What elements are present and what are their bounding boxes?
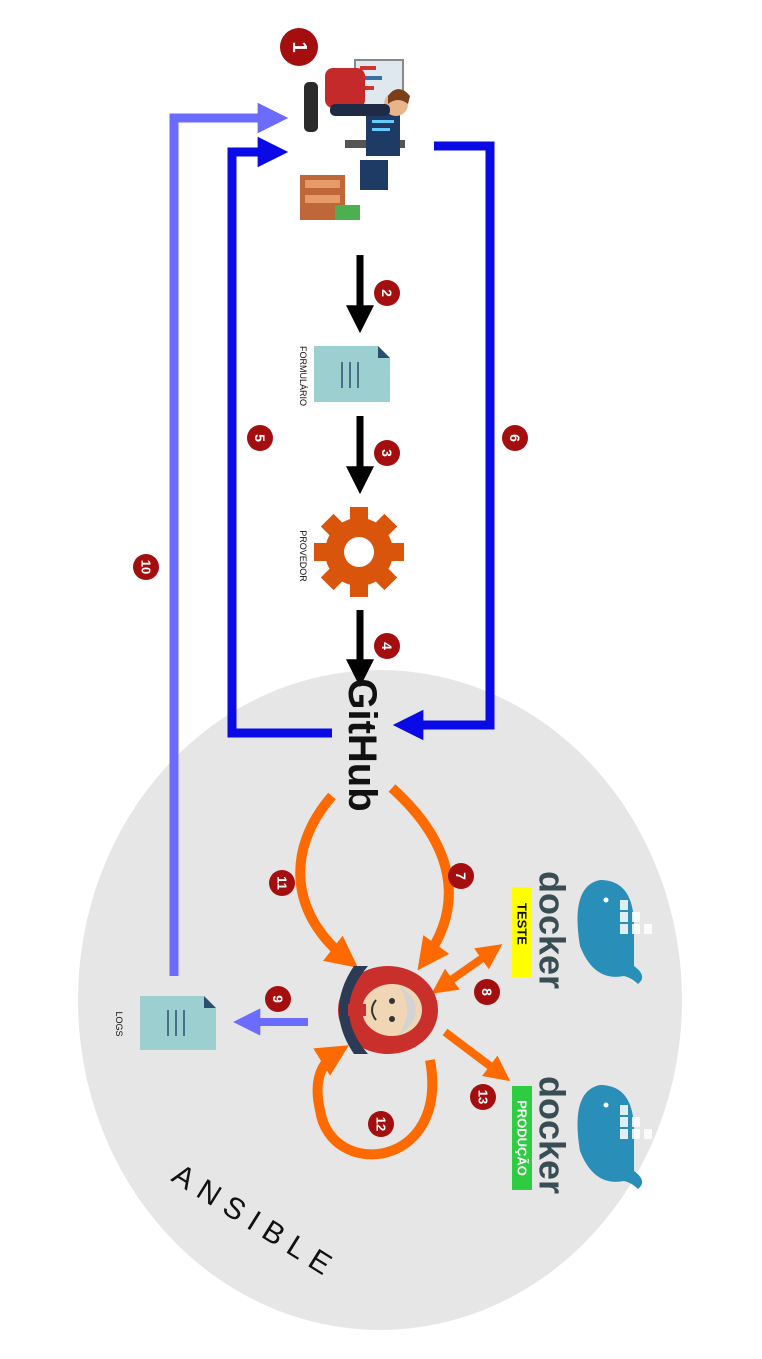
step-8-badge: 8 [474, 979, 500, 1005]
arrow-12 [312, 1045, 438, 1160]
step-13-badge: 13 [470, 1084, 496, 1110]
jenkins-icon [338, 966, 438, 1054]
step-11-badge: 11 [269, 870, 295, 896]
formulario-label: FORMULÁRIO [298, 346, 308, 406]
step-5-label: 5 [252, 434, 268, 442]
docker-producao: docker PRODUÇÃO [512, 1076, 652, 1194]
step-2-badge: 2 [374, 280, 400, 306]
step-9-label: 9 [270, 995, 286, 1003]
producao-tag-bg [512, 1086, 532, 1190]
step-4-badge: 4 [374, 633, 400, 659]
step-12-label: 12 [374, 1117, 389, 1131]
step-3-badge: 3 [374, 440, 400, 466]
step-1-badge: 1 [280, 28, 318, 66]
provedor-label: PROVEDOR [298, 530, 308, 582]
logs-document-icon [140, 996, 216, 1050]
docker-producao-wordmark: docker [532, 1076, 573, 1194]
teste-tag-bg [512, 887, 532, 977]
docker-teste: docker TESTE [512, 871, 652, 989]
step-1-label: 1 [288, 41, 310, 52]
step-10-label: 10 [139, 560, 154, 574]
logs-label: LOGS [114, 1011, 124, 1036]
arrow-11 [295, 792, 359, 968]
teste-tag: TESTE [515, 903, 530, 945]
gear-icon [314, 507, 404, 597]
docker-whale-icon [577, 880, 652, 984]
developer-desk-icon [300, 58, 418, 226]
step-9-badge: 9 [265, 986, 291, 1012]
formulario-document-icon [314, 346, 390, 402]
arrow-13 [442, 1028, 511, 1082]
producao-tag: PRODUÇÃO [515, 1100, 530, 1176]
step-3-label: 3 [379, 449, 395, 457]
step-5-badge: 5 [247, 425, 273, 451]
step-4-label: 4 [379, 642, 395, 650]
step-12-badge: 12 [368, 1111, 394, 1137]
step-7-badge: 7 [448, 863, 474, 889]
arrow-6 [392, 141, 495, 741]
step-11-label: 11 [275, 876, 290, 890]
docker-whale-icon [577, 1085, 652, 1189]
step-6-badge: 6 [502, 425, 528, 451]
docker-teste-wordmark: docker [532, 871, 573, 989]
step-7-label: 7 [453, 872, 469, 880]
step-2-label: 2 [379, 289, 395, 297]
step-8-label: 8 [479, 988, 495, 996]
arrow-10 [169, 102, 289, 976]
github-logo: GitHub [340, 678, 384, 811]
step-10-badge: 10 [133, 554, 159, 580]
arrow-5 [227, 136, 332, 738]
arrow-8 [431, 944, 503, 994]
arrow-7 [388, 784, 454, 971]
step-13-label: 13 [476, 1090, 491, 1104]
step-6-label: 6 [507, 434, 523, 442]
